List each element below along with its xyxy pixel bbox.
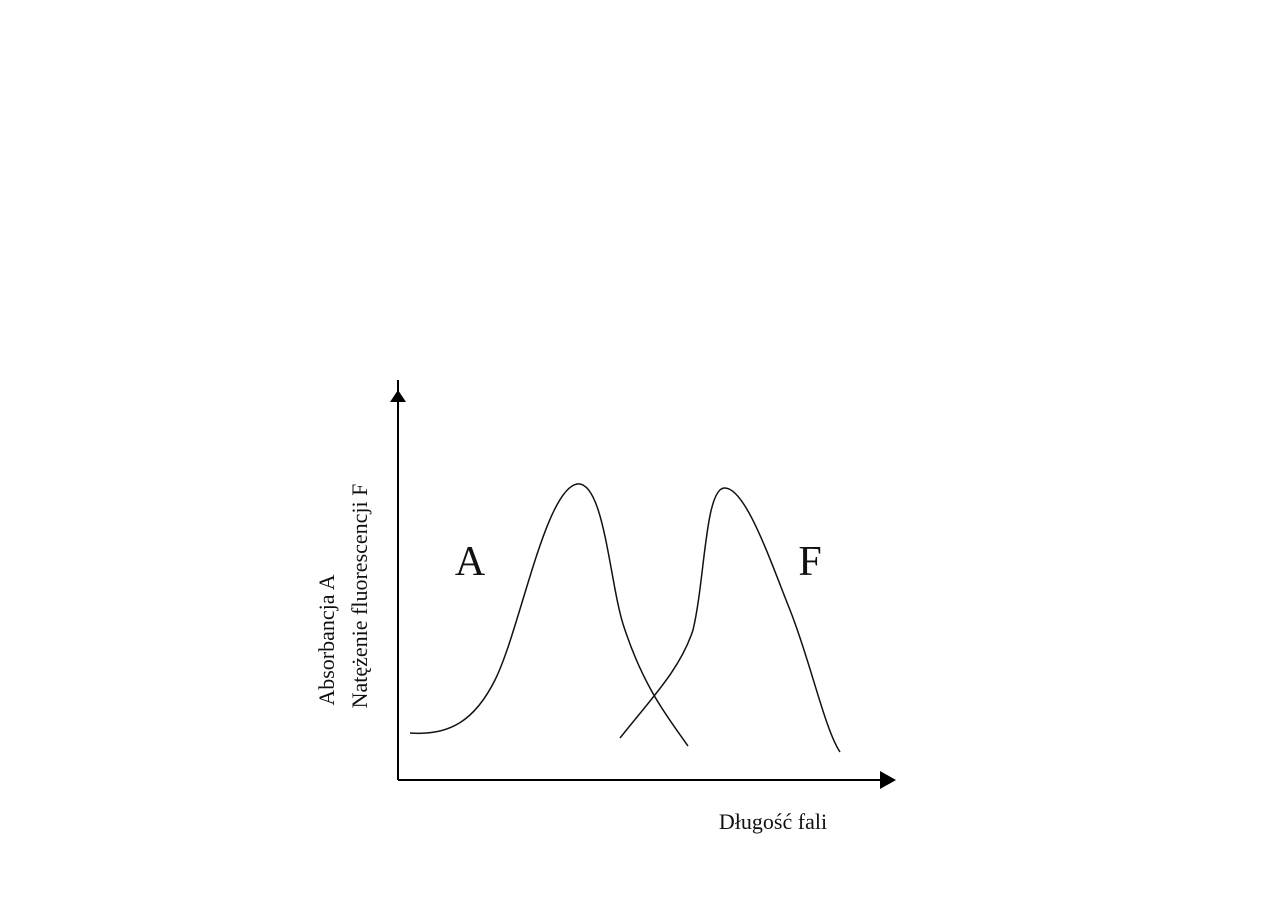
y-axis-label: Absorbancja A: [314, 574, 339, 705]
y-arrow: [390, 390, 406, 402]
x-arrow: [880, 771, 896, 789]
x-axis-label: Długość fali: [719, 809, 827, 834]
absorption-curve: [409, 483, 689, 747]
curve-label: F: [798, 539, 821, 585]
curve-label: A: [455, 539, 486, 585]
y-axis-label: Natężenie fluorescencji F: [347, 484, 372, 709]
fluorescence-curve: [619, 487, 841, 753]
